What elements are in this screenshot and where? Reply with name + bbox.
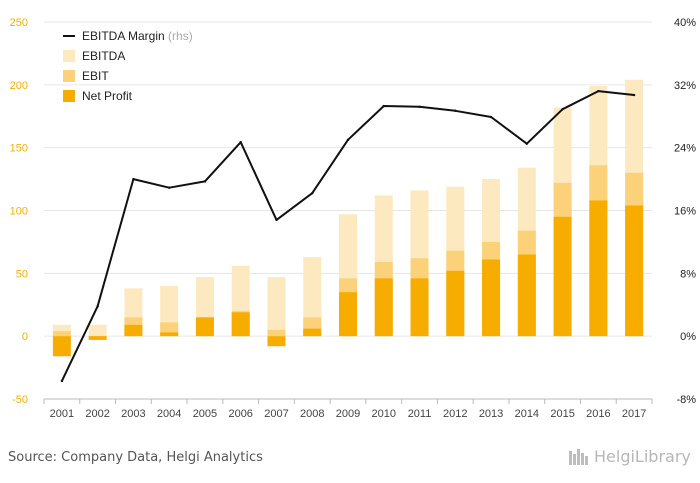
legend-ebitda: EBITDA — [82, 49, 125, 63]
x-tick-label: 2001 — [50, 408, 74, 420]
y-right-tick-label: 8% — [680, 268, 696, 280]
net-profit-bar — [589, 200, 608, 337]
legend-rhs-note: (rhs) — [168, 29, 193, 43]
ebitda-margin-point — [167, 186, 171, 189]
ebitda-margin-point — [203, 180, 207, 183]
x-tick-label: 2011 — [408, 408, 432, 420]
x-tick-label: 2004 — [157, 408, 181, 420]
net-profit-bar — [52, 336, 71, 357]
x-tick-label: 2016 — [586, 408, 610, 420]
y-left-tick-label: -50 — [12, 394, 28, 406]
y-left-tick-label: 50 — [16, 268, 28, 280]
ebitda-bar — [88, 324, 107, 337]
y-left-tick-label: 150 — [10, 143, 28, 155]
ebitda-bar — [267, 277, 286, 337]
y-left-tick-label: 0 — [22, 331, 28, 343]
net-profit-bar — [410, 278, 429, 337]
y-right-tick-label: -8% — [676, 394, 696, 406]
ebitda-margin-point — [96, 305, 99, 308]
source-note: Source: Company Data, Helgi Analytics — [8, 450, 263, 465]
y-right-tick-label: 32% — [674, 80, 696, 92]
net-profit-bar — [231, 312, 250, 337]
ebitda-margin-point — [275, 218, 278, 222]
net-profit-bar — [267, 336, 286, 347]
logo-text: HelgiLibrary — [594, 447, 691, 466]
ebitda-margin-point — [597, 89, 600, 93]
y-right-tick-label: 24% — [674, 143, 696, 155]
x-tick-label: 2009 — [336, 408, 360, 420]
x-tick-label: 2003 — [121, 408, 145, 420]
x-tick-label: 2012 — [443, 408, 467, 420]
legend: EBITDA Margin (rhs) EBITDA EBIT Net Profit — [63, 29, 193, 103]
y-left-tick-label: 100 — [10, 206, 28, 218]
ebitda-margin-point — [346, 138, 350, 142]
ebit-bar — [52, 331, 71, 337]
axes: 250 40% 200 32% 150 24% 100 16% 50 8% 0 0% -50 -8% 200… — [10, 17, 697, 420]
ebit-legend-swatch — [63, 70, 75, 82]
net-profit-bar — [303, 328, 322, 337]
legend-ebit: EBIT — [82, 69, 109, 83]
ebitda-margin-point — [239, 140, 242, 144]
ebitda-bar — [52, 324, 71, 337]
x-tick-label: 2015 — [550, 408, 574, 420]
ebitda-margin-point — [132, 177, 135, 181]
bars — [52, 79, 644, 357]
ebitda-margin-point — [489, 115, 493, 119]
y-left-tick-label: 200 — [10, 80, 28, 92]
net-profit-bar — [195, 317, 214, 337]
ebitda-margin-point — [525, 142, 529, 145]
chart: 250 40% 200 32% 150 24% 100 16% 50 8% 0 0% -50 -8% 200… — [10, 17, 697, 420]
legend-ebitda-margin: EBITDA Margin (rhs) — [82, 29, 193, 43]
helgi-logo: HelgiLibrary — [568, 447, 691, 466]
net-profit-bar — [339, 292, 357, 337]
ebitda-margin-point — [60, 379, 64, 383]
ebitda-margin-point — [382, 104, 385, 108]
ebitda-margin-point — [632, 93, 636, 97]
x-tick-label: 2010 — [372, 408, 396, 420]
y-left-tick-label: 250 — [10, 17, 28, 29]
net-profit-bar — [88, 336, 107, 340]
library-logo-icon — [569, 448, 588, 465]
ebitda-bar — [303, 256, 322, 337]
net-profit-bar — [517, 254, 536, 337]
ebitda-margin-point — [561, 107, 564, 111]
x-tick-label: 2017 — [622, 408, 646, 420]
x-tick-label: 2013 — [479, 408, 503, 420]
net-profit-bar — [553, 216, 572, 337]
x-tick-label: 2014 — [515, 408, 539, 420]
net-profit-bar — [160, 332, 179, 337]
ebitda-margin-point — [454, 109, 457, 112]
ebitda-legend-swatch — [63, 50, 75, 62]
net-profit-bar — [446, 270, 465, 337]
ebit-bar — [267, 329, 286, 337]
net-profit-bar — [374, 278, 393, 337]
legend-net-profit: Net Profit — [82, 89, 133, 103]
x-tick-label: 2005 — [193, 408, 217, 420]
y-right-tick-label: 16% — [674, 206, 696, 218]
y-right-tick-label: 40% — [674, 17, 696, 29]
net-profit-bar — [482, 259, 501, 337]
net-profit-legend-swatch — [63, 90, 75, 102]
net-profit-bar — [625, 205, 644, 337]
y-right-tick-label: 0% — [680, 331, 696, 343]
x-tick-label: 2006 — [228, 408, 252, 420]
x-tick-label: 2002 — [85, 408, 109, 420]
x-tick-label: 2007 — [264, 408, 288, 420]
legend-ebitda-margin-name: EBITDA Margin — [82, 29, 168, 43]
net-profit-bar — [124, 324, 143, 337]
margin-line-layer — [60, 89, 636, 383]
ebitda-margin-point — [311, 192, 314, 195]
ebitda-margin-point — [418, 105, 421, 109]
x-tick-label: 2008 — [300, 408, 324, 420]
